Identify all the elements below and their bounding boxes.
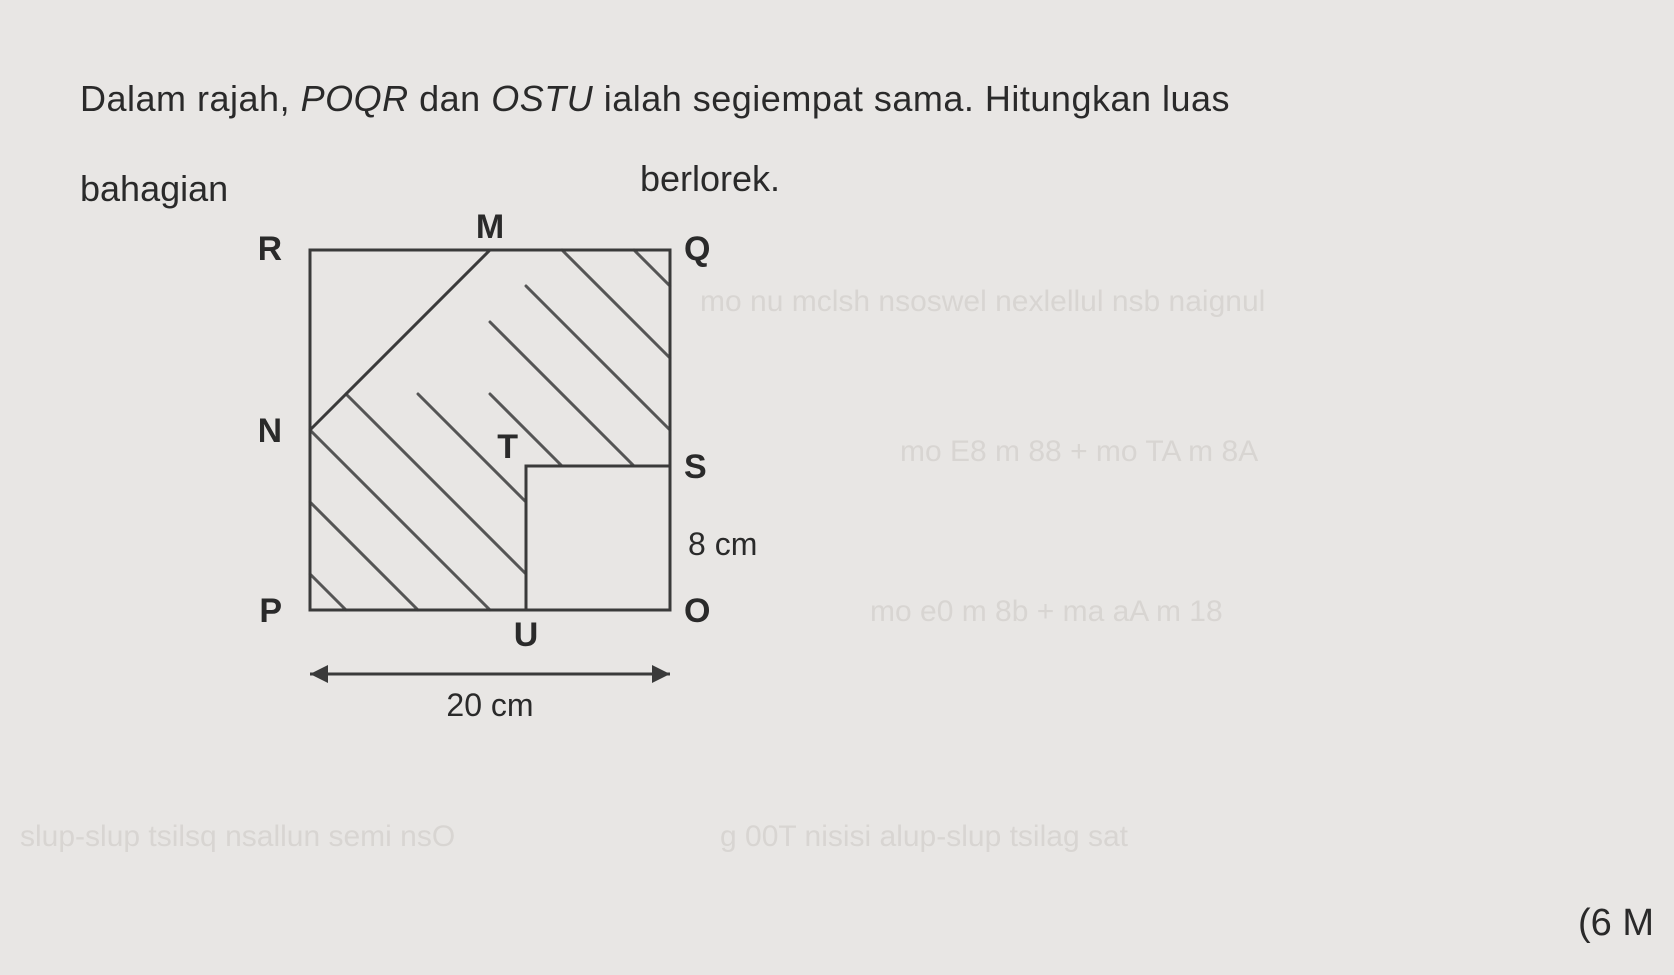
svg-text:T: T [497, 428, 518, 466]
svg-text:M: M [476, 208, 504, 246]
text-segment: ialah segiempat sama. Hitungkan luas [593, 78, 1230, 119]
marks-label: (6 M [1578, 902, 1654, 945]
ghost-text: mo e0 m 8b + ma aA m 18 [870, 595, 1223, 629]
svg-text:Q: Q [684, 230, 710, 268]
ghost-text: g 00T nisisi alup-slup tsilag sat [720, 820, 1128, 854]
page-container: Dalam rajah, POQR dan OSTU ialah segiemp… [0, 0, 1674, 975]
word-bahagian: bahagian [80, 168, 228, 210]
svg-text:U: U [514, 616, 539, 654]
svg-text:S: S [684, 448, 707, 486]
svg-text:R: R [260, 230, 282, 268]
ghost-text: slup-slup tsilsq nsallun semi nsO [20, 820, 455, 854]
svg-text:P: P [260, 592, 282, 630]
text-segment: dan [409, 78, 492, 119]
shape-name-poqr: POQR [301, 78, 409, 119]
ghost-text: mo E8 m 88 + mo TA m 8A [900, 435, 1258, 469]
question-line-1: Dalam rajah, POQR dan OSTU ialah segiemp… [80, 70, 1594, 128]
geometry-diagram: R M Q N T S P U O 8 cm 20 cm [260, 200, 760, 760]
svg-text:20 cm: 20 cm [446, 687, 533, 723]
ghost-text: mo nu mclsh nsoswel nexlellul nsb naignu… [700, 285, 1265, 319]
shape-name-ostu: OSTU [491, 78, 593, 119]
svg-text:N: N [260, 412, 282, 450]
svg-text:O: O [684, 592, 710, 630]
text-segment: Dalam rajah, [80, 78, 301, 119]
word-berlorek: berlorek. [640, 158, 780, 200]
diagram-area: R M Q N T S P U O 8 cm 20 cm [260, 200, 760, 820]
svg-text:8 cm: 8 cm [688, 526, 757, 562]
